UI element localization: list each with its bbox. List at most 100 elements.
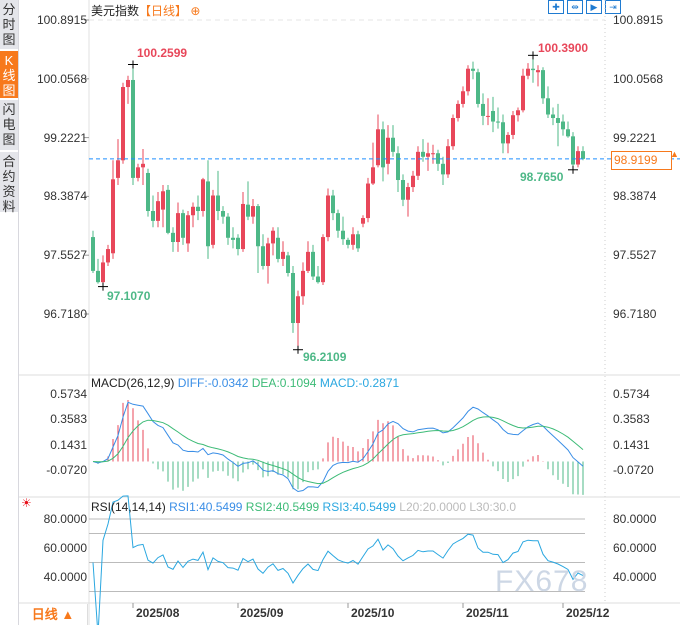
candle-body [511, 115, 515, 135]
macd-axis-label: -0.0720 [613, 462, 654, 477]
circle-plus-icon[interactable]: ⊕ [190, 4, 201, 18]
macd-value: MACD:-0.2871 [319, 376, 400, 390]
candle-body [101, 262, 105, 283]
candle-body [236, 237, 240, 250]
rsi-line [92, 495, 584, 625]
rsi-legend: RSI(14,14,14) RSI1:40.5499 RSI2:40.5499 … [91, 500, 516, 514]
candle-body [171, 232, 175, 243]
candle-body [396, 153, 400, 181]
rsi-axis-label: 40.0000 [613, 570, 657, 584]
candle-body [111, 179, 115, 254]
crosshair-icon[interactable]: ✚ [548, 0, 564, 14]
rsi-axis-label: 60.0000 [43, 541, 87, 555]
candle-body [206, 181, 210, 247]
candle-body [146, 172, 150, 212]
candle-body [311, 251, 315, 277]
candle-body [181, 213, 185, 238]
candle-body [91, 237, 95, 271]
chart-toolbar: ✚ ⇹ ▶ ⇥ [548, 0, 621, 14]
price-axis-label: 100.0568 [613, 71, 664, 86]
low-annotation: 97.1070 [107, 289, 151, 303]
candle-body [556, 118, 560, 123]
candle-body [316, 276, 320, 283]
rsi-axis-label: 40.0000 [43, 570, 87, 584]
sun-gear-icon[interactable]: ☀ [21, 496, 32, 510]
macd-axis-label: 0.5734 [50, 386, 87, 401]
candle-body [551, 114, 555, 119]
candle-body [261, 246, 265, 266]
tab-timeshare[interactable]: 分时图 [0, 0, 18, 49]
jump-to-end-icon[interactable]: ⇥ [605, 0, 621, 14]
price-axis-label: 98.3874 [613, 189, 657, 204]
candle-body [416, 151, 420, 176]
candle-body [276, 237, 280, 259]
macd-axis-label: 0.1431 [50, 437, 87, 452]
candle-body [121, 87, 125, 161]
tab-contract-info[interactable]: 合约资料 [0, 152, 18, 214]
candle-body [191, 206, 195, 216]
candle-body [151, 211, 155, 221]
candle-body [541, 70, 545, 99]
price-axis-label: 97.5527 [43, 248, 87, 263]
candle-body [266, 243, 270, 266]
tab-flash[interactable]: 闪电图 [0, 100, 18, 150]
rsi-l20: L20:20.0000 [399, 500, 466, 514]
candle-body [131, 79, 135, 178]
zoom-range-icon[interactable]: ⇹ [567, 0, 583, 14]
price-axis-label: 99.2221 [613, 130, 657, 145]
candle-body [321, 237, 325, 283]
rsi-l30: L30:30.0 [469, 500, 517, 514]
dea-line [92, 416, 584, 485]
candle-body [186, 215, 190, 244]
low-annotation: 96.2109 [303, 350, 347, 364]
candle-body [401, 180, 405, 200]
macd-axis-label: 0.1431 [613, 437, 650, 452]
candle-body [411, 175, 415, 188]
candle-body [481, 103, 485, 116]
price-axis-label: 98.3874 [43, 189, 87, 204]
candle-body [226, 216, 230, 238]
candle-body [201, 179, 205, 212]
candle-body [376, 129, 380, 166]
play-icon[interactable]: ▶ [586, 0, 602, 14]
candle-body [211, 195, 215, 245]
candle-body [446, 146, 450, 175]
candle-body [271, 230, 275, 244]
diff-line [92, 401, 584, 493]
candle-body [421, 151, 425, 157]
price-axis-label: 99.2221 [43, 130, 87, 145]
period-selector[interactable]: 日线 ▲ [19, 604, 88, 625]
rsi-label: RSI(14,14,14) [91, 500, 166, 514]
candle-body [356, 234, 360, 249]
period-label: 【日线】 [139, 4, 188, 18]
rsi2-value: RSI2:40.5499 [245, 500, 320, 514]
rsi-axis-label: 60.0000 [613, 541, 657, 555]
candle-body [531, 68, 535, 71]
low-annotation: 98.7650 [520, 170, 564, 184]
candle-body [516, 110, 520, 116]
candle-body [391, 137, 395, 152]
candle-body [286, 255, 290, 274]
watermark-logo: FX678 [495, 565, 589, 598]
date-tick: 2025/09 [240, 606, 284, 620]
candle-body [466, 68, 470, 92]
candle-body [306, 251, 310, 271]
candle-body [341, 230, 345, 240]
candle-body [361, 218, 365, 224]
candle-body [256, 206, 260, 247]
candle-body [471, 68, 475, 71]
candle-body [231, 237, 235, 240]
macd-label: MACD(26,12,9) [91, 376, 175, 390]
candle-body [326, 195, 330, 238]
tab-kline[interactable]: K线图 [0, 51, 18, 98]
candle-body [486, 115, 490, 117]
candle-body [441, 163, 445, 175]
candle-body [331, 195, 335, 214]
macd-axis-label: 0.3583 [613, 412, 650, 427]
candle-body [141, 163, 145, 168]
date-tick: 2025/12 [566, 606, 610, 620]
candle-body [566, 129, 570, 137]
candle-body [426, 153, 430, 157]
candle-body [506, 134, 510, 144]
